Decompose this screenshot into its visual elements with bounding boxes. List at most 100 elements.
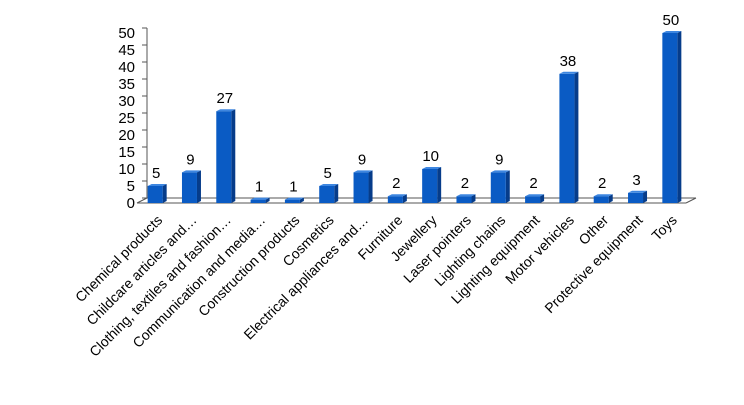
bar [559, 71, 579, 203]
bar [319, 184, 339, 203]
bar-top [559, 71, 579, 74]
category-label: Clothing, textiles and fashion… [86, 212, 234, 360]
data-label: 3 [632, 172, 640, 189]
bar-front [662, 33, 678, 203]
data-label: 2 [392, 175, 400, 192]
data-label: 10 [422, 148, 439, 165]
bar-side [437, 167, 442, 203]
data-label: 5 [152, 165, 160, 182]
y-tick-label: 5 [127, 178, 135, 195]
data-label: 50 [663, 12, 680, 29]
data-label: 2 [461, 175, 469, 192]
data-label: 27 [216, 90, 233, 107]
bar-front [319, 186, 335, 203]
bar-front [628, 192, 644, 203]
bar-top [525, 194, 545, 197]
bar-front [525, 196, 541, 203]
bar-side [231, 109, 236, 203]
bar [284, 197, 304, 203]
data-label: 9 [186, 151, 194, 168]
bar-top [387, 194, 407, 197]
bar-side [608, 194, 613, 203]
bar-side [299, 197, 304, 203]
bar-side [334, 184, 339, 203]
data-label: 1 [255, 179, 263, 196]
data-label: 2 [529, 175, 537, 192]
bar-top [147, 184, 167, 186]
data-label: 9 [495, 151, 503, 168]
y-tick-label: 20 [118, 127, 135, 144]
bar [662, 31, 682, 203]
data-label: 38 [560, 53, 577, 70]
bar [490, 170, 510, 203]
bar-side [540, 194, 545, 203]
bar-top [319, 184, 339, 186]
y-tick-label: 30 [118, 93, 135, 110]
bar-top [422, 167, 442, 169]
y-tick-label: 0 [127, 195, 135, 212]
bar-front [147, 186, 163, 203]
bar-top [216, 109, 236, 112]
bar [147, 184, 167, 203]
category-label: Toys [648, 212, 680, 244]
bar-front [490, 172, 506, 203]
bar-top [353, 170, 373, 173]
bar-front [216, 111, 232, 203]
data-label: 1 [289, 179, 297, 196]
bar [181, 170, 201, 203]
bar-side [505, 170, 510, 203]
y-tick-label: 45 [118, 42, 135, 59]
data-labels: 5 9 27 1 1 5 9 2 10 2 9 2 38 2 3 50 [152, 12, 679, 196]
bar-top [456, 194, 476, 197]
bar-side [265, 197, 270, 203]
bar-front [181, 172, 197, 203]
bar [216, 109, 236, 203]
y-tick-label: 15 [118, 144, 135, 161]
bar-side [368, 170, 373, 203]
bar [250, 197, 270, 203]
y-tick-label: 50 [118, 25, 135, 42]
bar-top [181, 170, 201, 173]
bar-front [387, 196, 403, 203]
bar [525, 194, 545, 203]
data-label: 5 [324, 165, 332, 182]
bar [593, 194, 613, 203]
bar-side [162, 184, 167, 203]
bar-top [593, 194, 613, 197]
bar-front [284, 199, 300, 203]
y-axis-floor-edge [136, 197, 148, 204]
bar-front [593, 196, 609, 203]
y-tick-label: 35 [118, 76, 135, 93]
bar [387, 194, 407, 203]
bar-side [574, 71, 579, 203]
bars [147, 31, 682, 203]
bar-side [643, 190, 648, 203]
data-label: 2 [598, 175, 606, 192]
bar [628, 190, 648, 203]
bar [422, 167, 442, 203]
bar-side [471, 194, 476, 203]
bar-side [402, 194, 407, 203]
bar-top [284, 197, 304, 200]
bar-front [456, 196, 472, 203]
bar-side [677, 31, 682, 203]
y-tick-label: 10 [118, 161, 135, 178]
bar-front [559, 73, 575, 203]
bar-front [353, 172, 369, 203]
bar-side [196, 170, 201, 203]
bar-top [662, 31, 682, 33]
bar-top [628, 190, 648, 193]
bar-top [250, 197, 270, 200]
bar-front [250, 199, 266, 203]
bar-front [422, 169, 438, 203]
y-tick-label: 25 [118, 110, 135, 127]
data-label: 9 [358, 151, 366, 168]
bar-top [490, 170, 510, 173]
x-axis-end-edge [685, 197, 697, 204]
bar [353, 170, 373, 203]
y-tick-label: 40 [118, 59, 135, 76]
